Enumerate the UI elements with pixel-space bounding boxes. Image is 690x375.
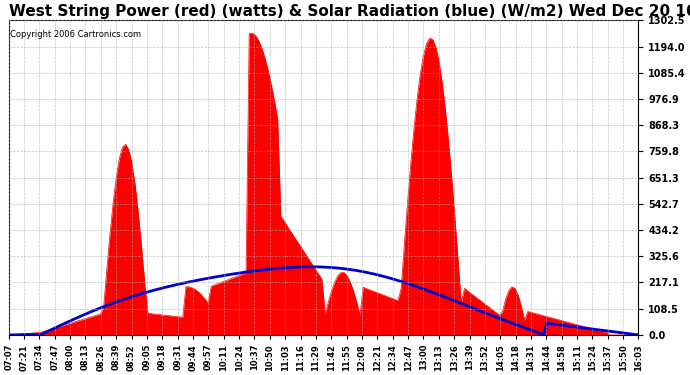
- Text: West String Power (red) (watts) & Solar Radiation (blue) (W/m2) Wed Dec 20 16:07: West String Power (red) (watts) & Solar …: [9, 4, 690, 19]
- Text: Copyright 2006 Cartronics.com: Copyright 2006 Cartronics.com: [10, 30, 141, 39]
